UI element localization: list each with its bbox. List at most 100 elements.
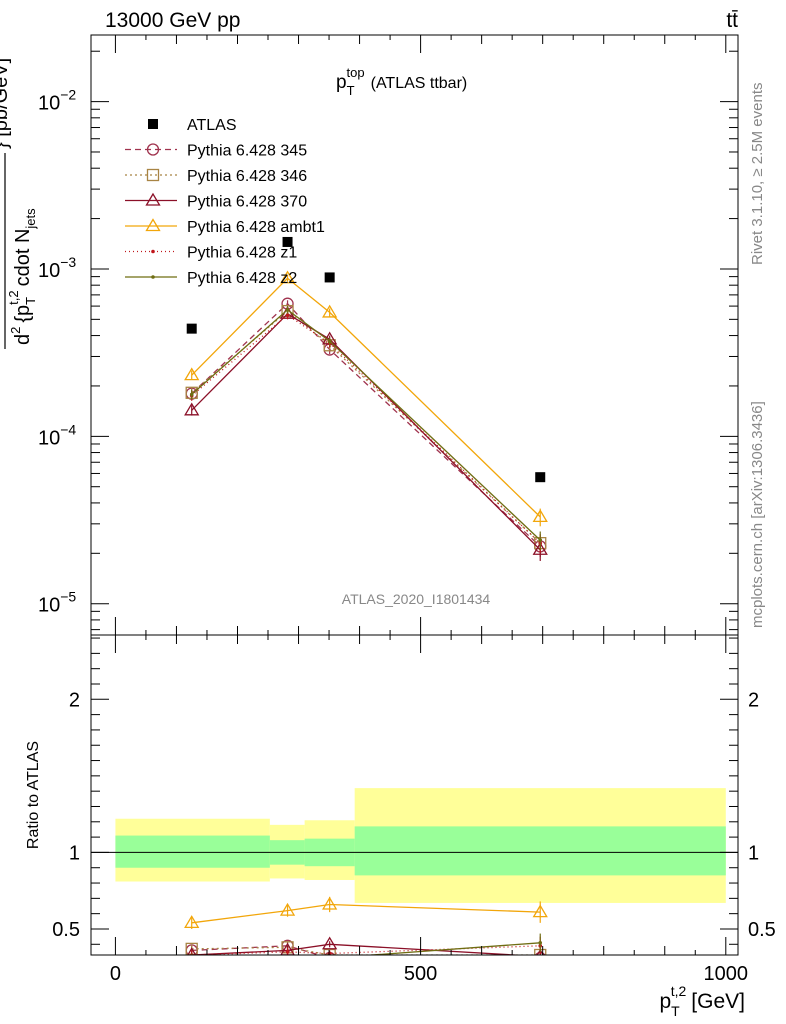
analysis-watermark: ATLAS_2020_I1801434 [342,591,491,607]
ratio-line-pythia-6-428-z1 [191,945,541,955]
point-pythia-6-428-ambt1-0 [184,367,200,381]
xlabel-rest: [GeV] [691,990,745,1013]
main-ytick-exp-0: −2 [60,87,76,103]
x-tick-label-1: 500 [404,963,437,985]
point-pythia-6-428-z2-2 [327,339,332,344]
main-ytick-base-1: 10 [38,260,60,282]
atlas-point-3 [535,472,546,483]
x-tick-label-0: 0 [110,963,121,985]
point-pythia-6-428-z1-1 [285,313,290,317]
legend-marker-pythia-6-428-ambt1 [145,218,161,232]
atlas-point-2 [324,272,335,283]
ylabel-cdot: cdot N [12,229,34,287]
series-line-pythia-6-428-345 [191,302,541,547]
ratio-ytick-label-right-2: 2 [748,689,759,711]
point-pythia-6-428-z2-1 [285,308,290,312]
series-line-pythia-6-428-z1 [191,314,541,544]
ratio-point-pythia-6-428-z2-2 [328,956,332,960]
ylabel-den-sup: 2 [8,327,23,334]
ylabel-n-sub: jets [23,208,38,230]
process-label: tt̄ [726,9,738,32]
main-ytick-label-1: 10−3 [38,254,76,282]
ratio-ytick-label-right-0: 0.5 [748,919,776,941]
point-pythia-6-428-z2-0 [189,392,194,397]
legend-marker-atlas [148,119,158,129]
ratio-point-pythia-6-428-ambt1-1 [279,902,296,916]
ratio-point-pythia-6-428-370-2 [322,936,338,950]
main-x-ticks [114,35,727,635]
main-title-sub: T [347,83,355,98]
legend-label-pythia-6-428-370: Pythia 6.428 370 [187,194,307,211]
legend-label-pythia-6-428-346: Pythia 6.428 346 [187,168,307,185]
atlas-point-0 [186,323,197,334]
legend-marker-pythia-6-428-z1 [151,249,155,254]
main-ytick-base-0: 10 [38,93,60,115]
main-ytick-label-0: 10−2 [38,87,76,115]
ratio-x-ticks: 0 500 1000 [110,635,748,985]
legend-label-atlas: ATLAS [187,117,237,134]
ratio-point-pythia-6-428-z2-3 [538,940,543,945]
main-series-group [184,270,548,561]
main-plot-panel: 10−210−310−410−5 pTtop(ATLAS ttbar) ATLA… [0,34,739,636]
legend-label-pythia-6-428-z1: Pythia 6.428 z1 [187,245,297,262]
xlabel-sub: T [671,1003,680,1019]
ratio-line-pythia-6-428-ambt1 [191,903,541,924]
legend-marker-pythia-6-428-346 [146,168,160,182]
xlabel-sup: t,2 [671,983,687,999]
energy-label: 13000 GeV pp [105,9,240,32]
ratio-line-pythia-6-428-z2 [363,942,541,955]
ylabel-denominator: d [12,334,34,345]
ratio-point-pythia-6-428-346-2 [323,948,336,955]
main-ytick-exp-3: −5 [60,589,76,605]
xlabel-base: p [659,990,671,1013]
point-pythia-6-428-z2-3 [538,538,543,542]
ratio-point-pythia-6-428-370-0 [187,947,197,955]
main-y-axis-label: d2 {pTt,2 cdot Njets d2σfid } [pb/GeV] [0,58,38,349]
ylabel-brace-open: {p [12,305,34,323]
atlas-data-group [186,236,546,483]
ylabel-numerator: d [0,334,5,345]
ratio-ytick-label-right-1: 1 [748,842,759,864]
ylabel-p-sub: T [23,297,38,305]
series-line-pythia-6-428-ambt1 [191,277,541,518]
svg-text:d2σfid: d2σfid [0,301,5,345]
point-pythia-6-428-370-0 [184,402,200,416]
main-ytick-label-2: 10−4 [38,421,76,449]
ratio-point-pythia-6-428-z2-1 [286,958,290,962]
point-pythia-6-428-ambt1-3 [532,509,548,523]
series-line-pythia-6-428-346 [191,310,541,544]
mcplots-label: mcplots.cern.ch [arXiv:1306.3436] [749,401,766,628]
x-axis-label: pTt,2 [GeV] [659,983,745,1019]
legend-marker-pythia-6-428-z2 [151,275,155,279]
ratio-point-pythia-6-428-z1-1 [285,950,290,954]
ylabel-sigma: σ [0,314,5,327]
svg-text:d2{pTt,2cdot Njets: d2 {pTt,2 cdot Njets [6,208,38,345]
main-ytick-base-3: 10 [38,595,60,617]
ratio-ytick-label-left-0: 0.5 [52,919,80,941]
rivet-version-label: Rivet 3.1.10, ≥ 2.5M events [749,83,766,266]
ratio-series-group [184,896,548,962]
x-tick-label-2: 1000 [704,963,749,985]
ratio-ytick-label-left-1: 1 [69,842,80,864]
main-title-base: p [336,72,347,93]
ratio-point-pythia-6-428-ambt1-0 [184,915,200,928]
ylabel-brace-close: } [pb/GeV] [0,58,12,149]
ratio-plot-frame [90,634,739,956]
legend: ATLAS Pythia 6.428 345 Pythia 6.428 346 Pyt… [125,117,325,287]
point-pythia-6-428-ambt1-1 [279,270,296,284]
series-line-pythia-6-428-z2 [191,308,541,541]
legend-marker-pythia-6-428-370 [145,192,161,206]
main-y-ticks: 10−210−310−410−5 [38,50,738,631]
atlas-point-1 [282,236,293,247]
ratio-point-pythia-6-428-z2-0 [190,956,194,960]
legend-marker-pythia-6-428-345 [146,143,160,156]
stat-uncertainty-band-0 [115,835,270,868]
stat-uncertainty-band-3 [354,826,726,876]
legend-label-pythia-6-428-ambt1: Pythia 6.428 ambt1 [187,219,325,236]
ylabel-p-sup: t,2 [6,290,21,304]
point-pythia-6-428-370-3 [532,541,548,555]
main-title-sup: top [347,65,365,80]
main-ytick-base-2: 10 [38,427,60,449]
main-ytick-exp-2: −4 [60,421,76,437]
